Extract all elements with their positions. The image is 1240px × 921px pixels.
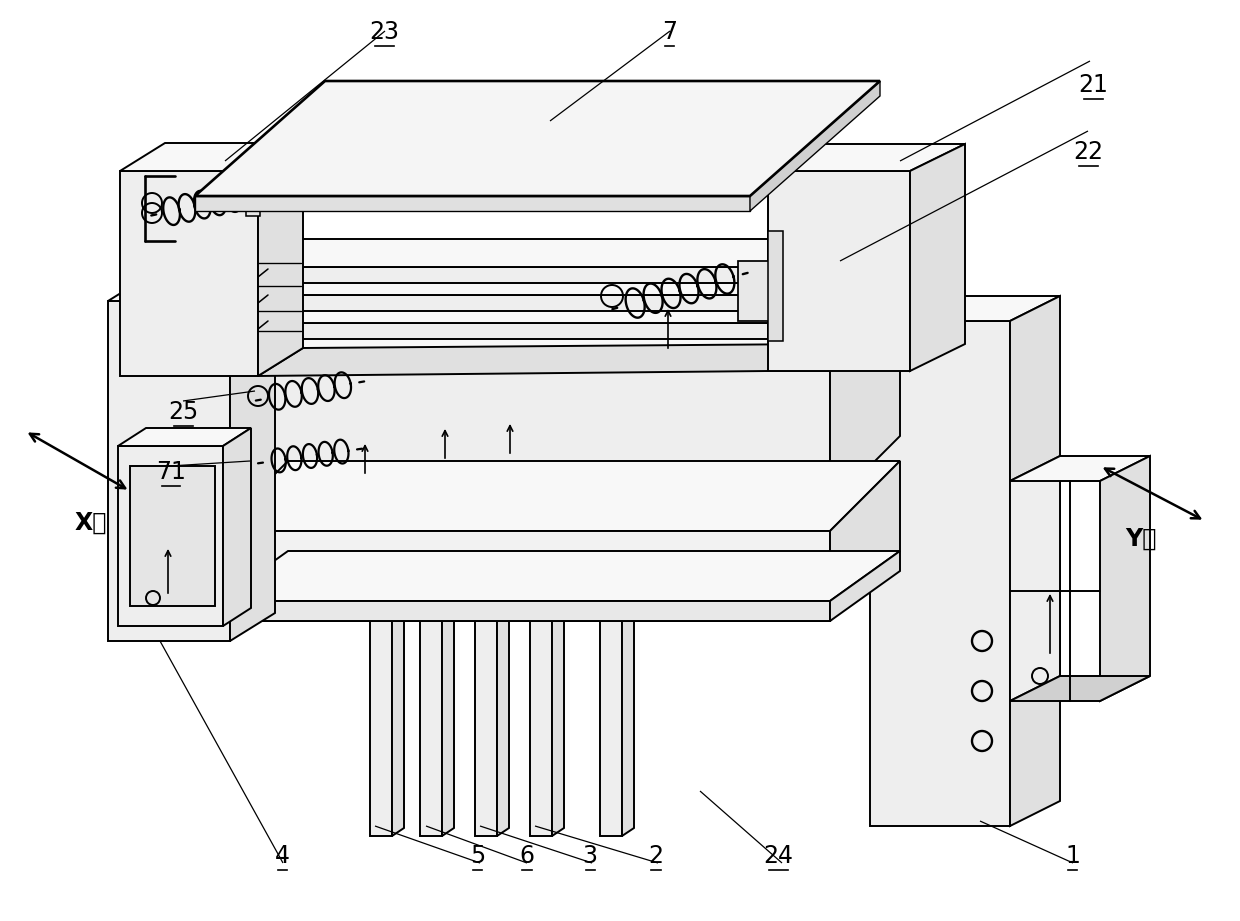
Polygon shape: [218, 601, 830, 621]
Polygon shape: [870, 321, 1011, 826]
Polygon shape: [218, 551, 900, 601]
Polygon shape: [258, 267, 813, 295]
Polygon shape: [552, 523, 564, 836]
Text: 3: 3: [583, 844, 598, 868]
Text: X向: X向: [74, 511, 107, 535]
Polygon shape: [529, 523, 564, 531]
Polygon shape: [130, 466, 215, 606]
Polygon shape: [750, 81, 880, 211]
Polygon shape: [118, 446, 223, 626]
Polygon shape: [830, 461, 900, 621]
Text: 7: 7: [662, 20, 677, 44]
Polygon shape: [420, 531, 441, 836]
Text: 71: 71: [156, 460, 186, 484]
Polygon shape: [910, 144, 965, 371]
Polygon shape: [223, 428, 250, 626]
Text: 4: 4: [275, 844, 290, 868]
Polygon shape: [258, 344, 823, 376]
Polygon shape: [1011, 456, 1149, 481]
Polygon shape: [475, 523, 508, 531]
Polygon shape: [830, 551, 900, 621]
Polygon shape: [258, 295, 813, 323]
Polygon shape: [768, 144, 965, 171]
Polygon shape: [258, 239, 813, 267]
Text: 21: 21: [1079, 73, 1109, 97]
Polygon shape: [830, 301, 900, 506]
Polygon shape: [120, 171, 258, 376]
Polygon shape: [195, 81, 880, 196]
Polygon shape: [108, 273, 275, 301]
Text: Y向: Y向: [1125, 527, 1157, 551]
Polygon shape: [1011, 456, 1060, 701]
Polygon shape: [218, 531, 830, 621]
Polygon shape: [229, 273, 275, 641]
Text: 6: 6: [520, 844, 534, 868]
Polygon shape: [738, 261, 773, 321]
Polygon shape: [392, 523, 404, 836]
Polygon shape: [195, 196, 750, 211]
Polygon shape: [218, 301, 900, 371]
Text: 22: 22: [1074, 140, 1104, 164]
Polygon shape: [218, 371, 830, 506]
Text: 1: 1: [1065, 844, 1080, 868]
Polygon shape: [218, 461, 900, 531]
Text: 23: 23: [370, 20, 399, 44]
Polygon shape: [768, 231, 782, 341]
Polygon shape: [1011, 676, 1149, 701]
Polygon shape: [258, 267, 768, 283]
Polygon shape: [497, 523, 508, 836]
Polygon shape: [768, 171, 910, 371]
Polygon shape: [1100, 456, 1149, 701]
Polygon shape: [441, 523, 454, 836]
Polygon shape: [108, 301, 229, 641]
Text: 5: 5: [470, 844, 485, 868]
Polygon shape: [870, 296, 1060, 321]
Text: 24: 24: [764, 844, 794, 868]
Polygon shape: [600, 523, 634, 531]
Polygon shape: [475, 531, 497, 836]
Polygon shape: [529, 531, 552, 836]
Polygon shape: [120, 143, 303, 171]
Polygon shape: [370, 531, 392, 836]
Polygon shape: [622, 523, 634, 836]
Text: 2: 2: [649, 844, 663, 868]
Polygon shape: [258, 143, 303, 376]
Polygon shape: [600, 531, 622, 836]
Polygon shape: [258, 295, 768, 311]
Polygon shape: [1011, 296, 1060, 826]
Text: 25: 25: [169, 400, 198, 424]
Polygon shape: [258, 323, 768, 339]
Polygon shape: [246, 171, 260, 216]
Polygon shape: [370, 523, 404, 531]
Polygon shape: [420, 523, 454, 531]
Polygon shape: [118, 428, 250, 446]
